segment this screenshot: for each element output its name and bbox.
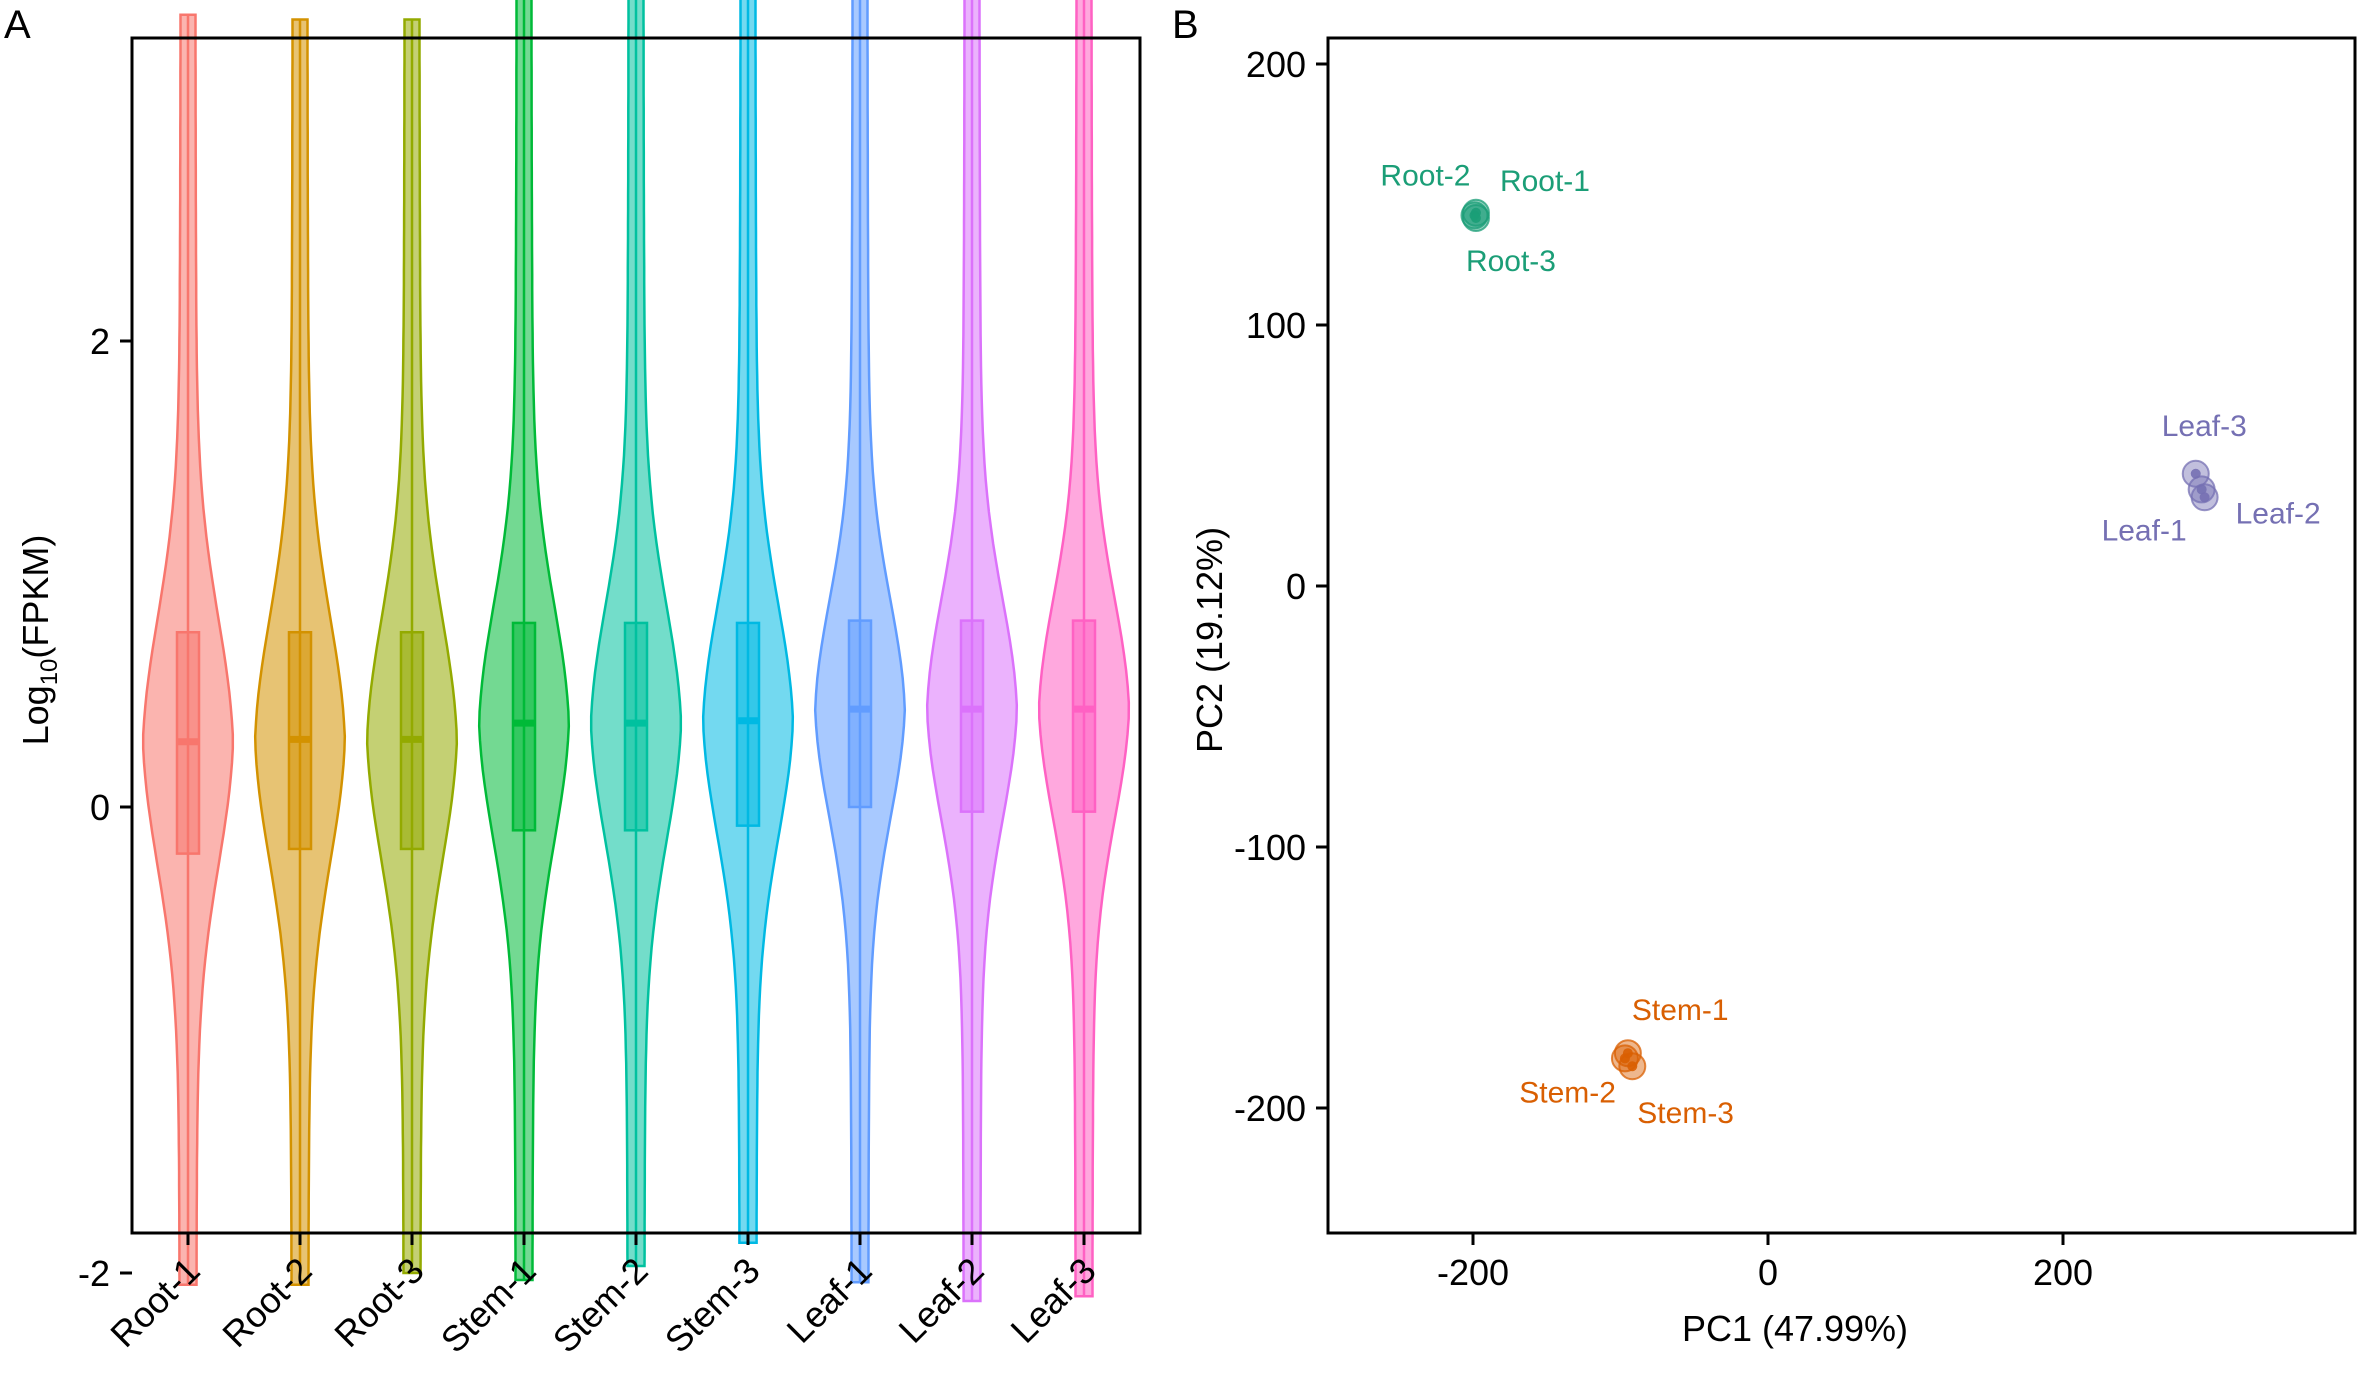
pca-scatter-plot: Root-1 Root-2 Root-3 Stem-1 Stem-2 Stem-3 Leaf… [1189, 36, 2357, 1349]
point-label-stem-1: Stem-1 [1632, 994, 1729, 1027]
point-label-stem-2: Stem-2 [1519, 1076, 1616, 1109]
y-tick-label-b: -100 [1234, 827, 1306, 868]
y-tick-label-b: 200 [1246, 44, 1306, 85]
y-axis-a: -2024 [78, 321, 132, 1294]
x-axis-label-b: PC1 (47.99%) [1682, 1308, 1908, 1349]
x-tick-label-b: 0 [1758, 1252, 1778, 1293]
x-tick-label-a: Stem-1 [433, 1250, 544, 1361]
point-label-stem-3: Stem-3 [1637, 1097, 1734, 1130]
x-tick-label-a: Root-3 [326, 1250, 431, 1355]
y-label-fpkm: (FPKM) [15, 535, 56, 659]
panel-b-label: B [1172, 3, 1199, 47]
point-core-stem-3 [1627, 1061, 1638, 1072]
x-tick-label-b: 200 [2033, 1252, 2093, 1293]
x-tick-label-a: Root-2 [214, 1250, 319, 1355]
box-leaf-1 [847, 619, 873, 809]
x-axis-b: -200 0 200 [1437, 1233, 2093, 1293]
y-tick-label-a: 2 [90, 321, 110, 362]
y-label-subscript: 10 [36, 659, 63, 686]
y-label-log: Log [15, 685, 56, 745]
point-label-leaf-1: Leaf-1 [2102, 514, 2187, 547]
box-leaf-3 [1071, 619, 1097, 813]
point-label-leaf-3: Leaf-3 [2162, 410, 2247, 443]
point-core-stem-2 [1619, 1053, 1630, 1064]
x-axis-a: Root-1 Root-2 Root-3 Stem-1 Stem-2 Stem-3 Leaf… [102, 1233, 1104, 1361]
x-tick-label-a: Leaf-1 [778, 1250, 879, 1351]
x-tick-label-a: Stem-3 [657, 1250, 768, 1361]
x-tick-label-a: Leaf-3 [1002, 1250, 1103, 1351]
y-axis-b: -200 -100 0 100 200 [1234, 44, 1328, 1129]
violin-plot: -2024 Root-1Root-2Root-3Stem-1Stem-2Stem… [15, 0, 1142, 1361]
y-tick-label-b: 0 [1286, 566, 1306, 607]
point-core-leaf-3 [2190, 468, 2201, 479]
point-label-root-1: Root-1 [1500, 165, 1590, 198]
y-tick-label-b: -200 [1234, 1088, 1306, 1129]
plot-b-frame [1326, 36, 2357, 1235]
point-label-leaf-2: Leaf-2 [2236, 497, 2321, 530]
scatter-layer: Root-1 Root-2 Root-3 Stem-1 Stem-2 Stem-3 Leaf… [1380, 159, 2320, 1130]
y-axis-label-b: PC2 (19.12%) [1189, 527, 1230, 753]
y-tick-label-a: 0 [90, 787, 110, 828]
x-tick-label-b: -200 [1437, 1252, 1509, 1293]
box-leaf-2 [959, 619, 985, 813]
violin-layer [141, 0, 1131, 1303]
x-tick-label-a: Stem-2 [545, 1250, 656, 1361]
point-label-root-2: Root-2 [1380, 159, 1470, 192]
panel-a-label: A [4, 3, 31, 47]
point-core-leaf-2 [2199, 492, 2210, 503]
y-tick-label-b: 100 [1246, 305, 1306, 346]
x-tick-label-a: Root-1 [102, 1250, 207, 1355]
y-tick-label-a: -2 [78, 1253, 110, 1294]
point-label-root-3: Root-3 [1466, 245, 1556, 278]
point-core-root-3 [1470, 212, 1481, 223]
y-axis-label-a: Log10(FPKM) [15, 535, 63, 746]
